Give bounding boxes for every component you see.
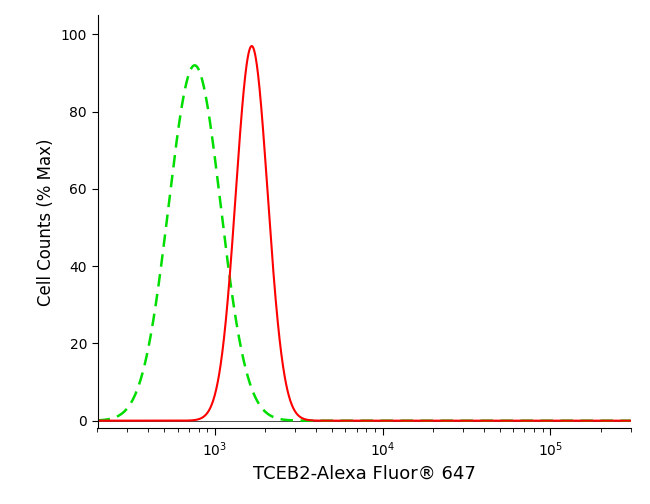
Y-axis label: Cell Counts (% Max): Cell Counts (% Max) <box>37 138 55 305</box>
X-axis label: TCEB2-Alexa Fluor® 647: TCEB2-Alexa Fluor® 647 <box>253 464 475 482</box>
